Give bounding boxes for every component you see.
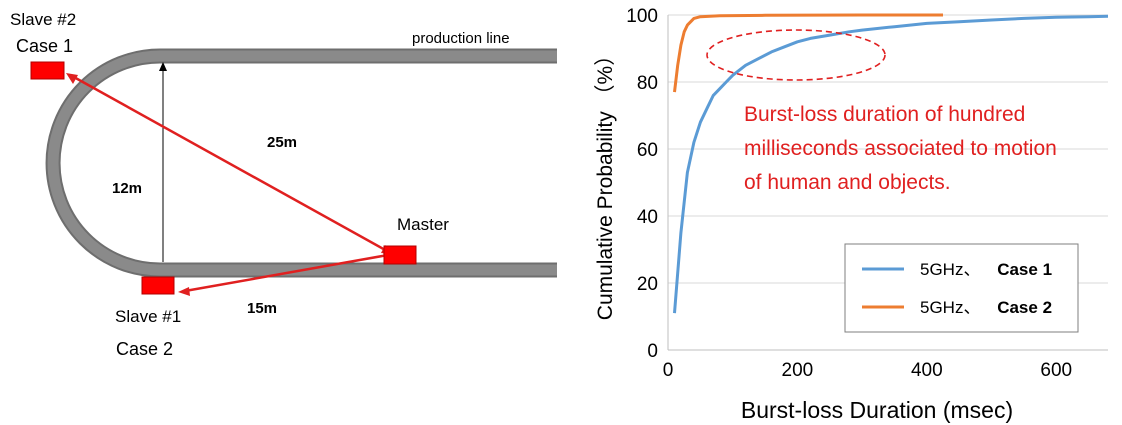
legend-box: [844, 243, 1079, 333]
y-tick-label: 40: [637, 207, 658, 228]
production-line-label: production line: [412, 30, 510, 47]
track-diagram: production line Slave #2 Case 1 Master S…: [10, 10, 557, 359]
y-tick-label: 0: [647, 341, 658, 362]
link-master-to-slave2: [71, 74, 388, 253]
slave1-label: Slave #1: [115, 307, 181, 326]
link-slave2-arrowhead: [66, 73, 78, 84]
production-line-track: [45, 48, 557, 278]
master-node: [383, 245, 417, 265]
annotation-ellipse: [706, 29, 886, 81]
case1-label: Case 1: [16, 36, 73, 56]
legend-label-case1-prefix: 5GHz、: [920, 260, 980, 279]
distance-25m-label: 25m: [267, 134, 297, 151]
production-line-track-fill: [47, 50, 557, 276]
y-tick-label: 100: [626, 6, 658, 27]
axes: 0 20 40 60 80 100 0 200 400 600: [626, 6, 1108, 381]
slave1-node: [141, 276, 175, 295]
series-line-case1: [673, 14, 1109, 314]
distance-15m-label: 15m: [247, 300, 277, 317]
slave2-label: Slave #2: [10, 10, 76, 29]
y-tick-label: 80: [637, 73, 658, 94]
distance-12m-label: 12m: [112, 180, 142, 197]
master-label: Master: [397, 215, 449, 234]
annotation-line-1: Burst-loss duration of hundred: [744, 103, 1025, 126]
y-tick-label: 20: [637, 274, 658, 295]
series-layer: [673, 13, 1109, 314]
legend-label-case1-bold: Case 1: [997, 260, 1052, 279]
slave2-node: [30, 61, 65, 80]
link-master-to-slave1: [184, 253, 389, 293]
y-tick-label: 60: [637, 140, 658, 161]
x-tick-label: 400: [911, 360, 943, 381]
x-axis-label: Burst-loss Duration (msec): [741, 397, 1013, 423]
legend-label-case2: 5GHz、 Case 2: [920, 298, 1052, 317]
link-slave1-arrowhead: [178, 287, 190, 296]
y-axis-label: Cumulative Probability （%）: [594, 45, 617, 320]
legend: 5GHz、 Case 1 5GHz、 Case 2: [844, 243, 1079, 333]
x-tick-label: 600: [1040, 360, 1072, 381]
annotation-text: Burst-loss duration of hundred milliseco…: [744, 103, 1057, 194]
series-line-case2: [673, 13, 943, 93]
annotation-line-3: of human and objects.: [744, 171, 951, 194]
case2-label: Case 2: [116, 339, 173, 359]
legend-label-case2-bold: Case 2: [997, 298, 1052, 317]
legend-label-case1: 5GHz、 Case 1: [920, 260, 1052, 279]
cdf-chart: 0 20 40 60 80 100 0 200 400 600 Cumulative Probab…: [594, 6, 1109, 423]
legend-label-case2-prefix: 5GHz、: [920, 298, 980, 317]
x-tick-label: 200: [782, 360, 814, 381]
distance-12m-arrowhead: [159, 62, 167, 71]
x-tick-label: 0: [663, 360, 674, 381]
annotation-line-2: milliseconds associated to motion: [744, 137, 1057, 160]
